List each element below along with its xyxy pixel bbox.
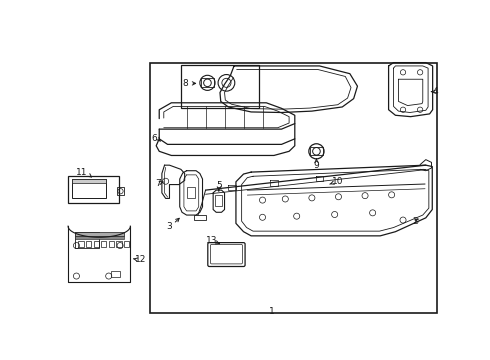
- Bar: [118, 187, 124, 195]
- Bar: [94, 242, 99, 247]
- Text: 2: 2: [413, 217, 418, 226]
- Bar: [187, 187, 195, 198]
- Bar: [74, 232, 124, 236]
- Bar: [116, 242, 122, 247]
- Bar: [181, 65, 259, 108]
- Bar: [109, 242, 114, 247]
- Text: 8: 8: [183, 79, 188, 88]
- Bar: [72, 179, 106, 183]
- Bar: [78, 242, 84, 247]
- Bar: [74, 236, 124, 239]
- Text: 10: 10: [332, 177, 343, 186]
- Text: 11: 11: [76, 168, 88, 177]
- Bar: [72, 179, 106, 198]
- Bar: [194, 215, 206, 220]
- Bar: [215, 195, 222, 206]
- Text: 13: 13: [205, 236, 217, 245]
- Text: 3: 3: [167, 222, 172, 231]
- Bar: [74, 232, 99, 248]
- Bar: [86, 242, 91, 247]
- Bar: [201, 78, 214, 87]
- Text: 7: 7: [155, 179, 161, 188]
- Bar: [68, 176, 120, 203]
- Bar: [150, 63, 437, 314]
- Bar: [111, 270, 120, 278]
- Bar: [310, 147, 322, 156]
- Text: 4: 4: [433, 87, 438, 96]
- Bar: [124, 242, 129, 247]
- Text: 12: 12: [135, 255, 147, 264]
- Text: 5: 5: [216, 181, 221, 190]
- Text: 1: 1: [269, 307, 275, 316]
- Text: 9: 9: [314, 161, 319, 170]
- Bar: [101, 242, 106, 247]
- Text: 6: 6: [151, 134, 157, 143]
